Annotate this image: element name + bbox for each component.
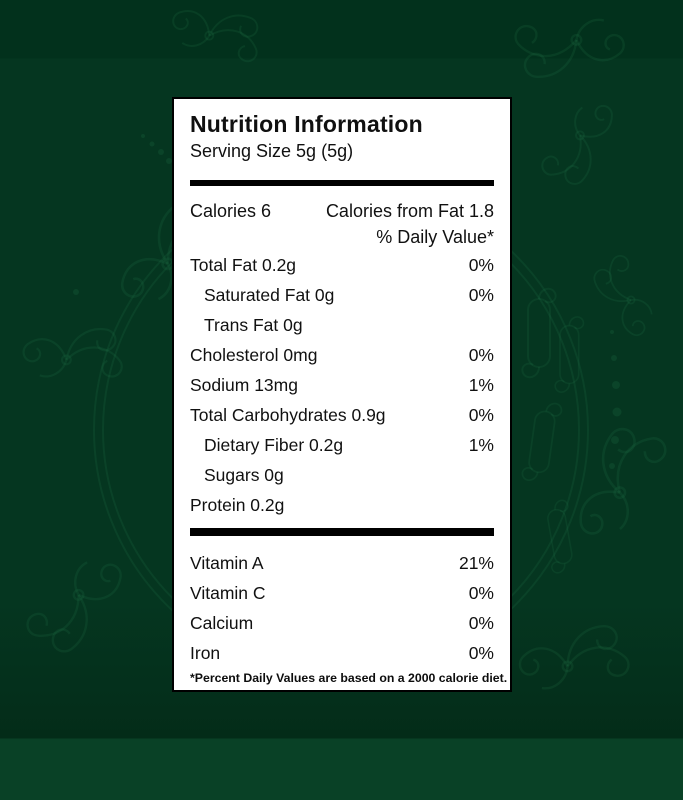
nutrient-row: Sugars 0g bbox=[190, 460, 494, 490]
vitamin-list: Vitamin A 21% Vitamin C 0% Calcium 0% Ir… bbox=[190, 548, 494, 668]
calories-row: Calories 6 Calories from Fat 1.8 bbox=[190, 198, 494, 224]
vitamin-daily-value: 21% bbox=[458, 552, 494, 573]
nutrition-label: Nutrition Information Serving Size 5g (5… bbox=[172, 97, 512, 692]
vitamin-name: Vitamin A bbox=[190, 552, 264, 573]
nutrient-list: Total Fat 0.2g 0% Saturated Fat 0g 0% Tr… bbox=[190, 250, 494, 520]
nutrient-name: Protein 0.2g bbox=[190, 494, 285, 515]
nutrient-row: Trans Fat 0g bbox=[190, 310, 494, 340]
nutrient-name: Sodium 13mg bbox=[190, 374, 298, 395]
nutrient-row: Cholesterol 0mg 0% bbox=[190, 340, 494, 370]
nutrient-name: Total Fat 0.2g bbox=[190, 254, 297, 275]
vitamin-row: Calcium 0% bbox=[190, 608, 494, 638]
nutrient-name: Dietary Fiber 0.2g bbox=[204, 434, 344, 455]
nutrient-row: Sodium 13mg 1% bbox=[190, 370, 494, 400]
vitamin-row: Vitamin A 21% bbox=[190, 548, 494, 578]
nutrient-row: Dietary Fiber 0.2g 1% bbox=[190, 430, 494, 460]
nutrient-name: Saturated Fat 0g bbox=[204, 284, 335, 305]
daily-value-footnote: *Percent Daily Values are based on a 200… bbox=[190, 671, 508, 685]
calories-value: Calories 6 bbox=[190, 201, 272, 221]
nutrient-row: Saturated Fat 0g 0% bbox=[190, 280, 494, 310]
nutrient-row: Total Carbohydrates 0.9g 0% bbox=[190, 400, 494, 430]
nutrient-name: Sugars 0g bbox=[204, 464, 284, 485]
nutrient-name: Trans Fat 0g bbox=[204, 314, 303, 335]
vitamin-row: Iron 0% bbox=[190, 638, 494, 668]
vitamin-row: Vitamin C 0% bbox=[190, 578, 494, 608]
daily-value-header: % Daily Value* bbox=[376, 227, 494, 247]
nutrient-daily-value: 0% bbox=[468, 344, 494, 365]
serving-size: Serving Size 5g (5g) bbox=[190, 141, 354, 161]
nutrition-title: Nutrition Information bbox=[190, 111, 423, 137]
nutrient-daily-value: 0% bbox=[468, 404, 494, 425]
nutrient-daily-value: 0% bbox=[468, 284, 494, 305]
separator-bar-bottom bbox=[190, 528, 494, 536]
nutrient-name: Cholesterol 0mg bbox=[190, 344, 318, 365]
vitamin-name: Vitamin C bbox=[190, 582, 266, 603]
nutrient-daily-value: 1% bbox=[468, 434, 494, 455]
separator-bar-top bbox=[190, 180, 494, 186]
nutrient-row: Protein 0.2g bbox=[190, 490, 494, 520]
nutrient-daily-value: 1% bbox=[468, 374, 494, 395]
nutrient-daily-value: 0% bbox=[468, 254, 494, 275]
vitamin-daily-value: 0% bbox=[468, 642, 494, 663]
calories-from-fat: Calories from Fat 1.8 bbox=[325, 201, 494, 221]
vitamin-name: Iron bbox=[190, 642, 221, 663]
vitamin-name: Calcium bbox=[190, 612, 254, 633]
nutrient-row: Total Fat 0.2g 0% bbox=[190, 250, 494, 280]
vitamin-daily-value: 0% bbox=[468, 582, 494, 603]
vitamin-daily-value: 0% bbox=[468, 612, 494, 633]
nutrient-name: Total Carbohydrates 0.9g bbox=[190, 404, 386, 425]
